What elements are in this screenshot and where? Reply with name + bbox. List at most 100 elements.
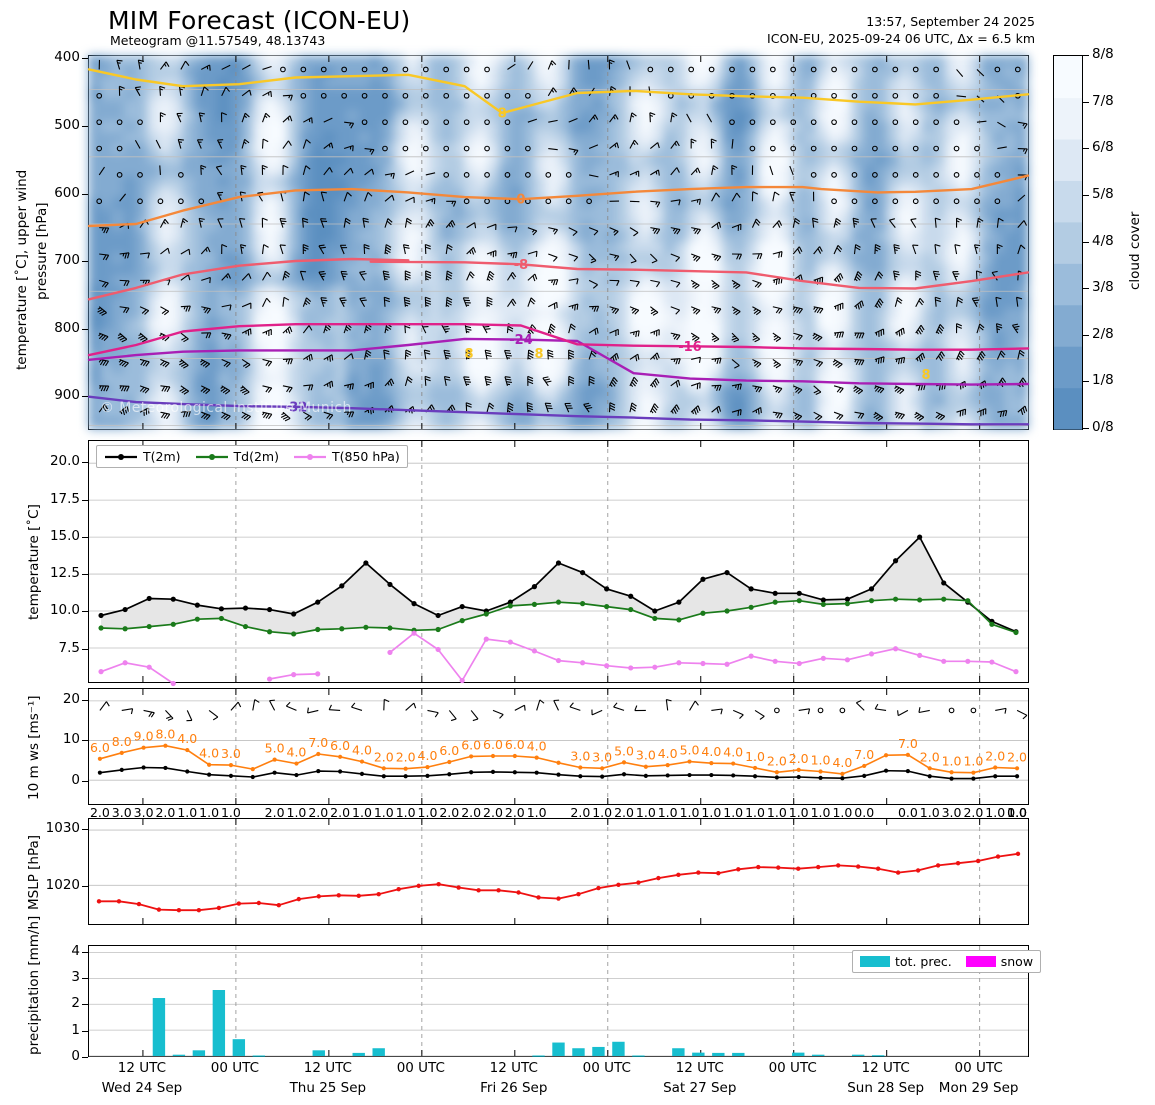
panel-cloud-upper-wind: -32 -24 -16 -8 0 8 8 8 8 xyxy=(87,55,1030,430)
colorbar-tick-label: 3/8 xyxy=(1092,279,1114,296)
legend-color-swatch xyxy=(965,956,996,967)
windspeed-value-label: 1.0 xyxy=(527,805,547,820)
windspeed-value-label: 0.0 xyxy=(898,805,918,820)
windspeed-value-label: 1.0 xyxy=(832,805,852,820)
x-tick-time: 00 UTC xyxy=(768,1060,817,1076)
y-tick-mark xyxy=(82,1004,88,1006)
precip-bar xyxy=(172,1054,186,1056)
windspeed-value-label: 1.0 xyxy=(789,805,809,820)
gust-value-label: 1.0 xyxy=(963,754,983,769)
windspeed-value-label: 2.0 xyxy=(570,805,590,820)
panel-temperature xyxy=(88,440,1029,687)
colorbar-tick-mark xyxy=(1083,334,1089,336)
x-tick-time: 12 UTC xyxy=(117,1060,167,1076)
legend-item-tot-prec[interactable]: tot. prec. xyxy=(860,954,952,969)
y-tick-mark xyxy=(82,58,88,60)
colorbar-tick-mark xyxy=(1083,194,1089,196)
gust-value-label: 3.0 xyxy=(570,749,590,764)
y-tick-mark xyxy=(82,740,88,742)
precip-bar xyxy=(572,1048,585,1056)
isotherm-label: -8 xyxy=(514,258,528,273)
gust-value-label: 3.0 xyxy=(221,746,241,761)
legend-item-t-850-hpa[interactable]: T(850 hPa) xyxy=(293,449,400,464)
svg-text:8: 8 xyxy=(921,368,930,383)
colorbar-tick-label: 6/8 xyxy=(1092,139,1114,156)
y-tick-mark xyxy=(82,1057,88,1058)
windspeed-value-label: 3.0 xyxy=(134,805,154,820)
x-tick-time: 12 UTC xyxy=(489,1060,538,1076)
x-tick-time: 12 UTC xyxy=(675,1060,724,1076)
precip-bar xyxy=(372,1048,385,1056)
windspeed-value-label: 1.0 xyxy=(658,805,678,820)
x-tick-day: Wed 24 Sep xyxy=(101,1080,183,1096)
y-tick-label: 0 xyxy=(71,771,80,788)
gust-value-label: 4.0 xyxy=(199,746,219,761)
gust-value-label: 7.0 xyxy=(308,735,328,750)
colorbar-tick-label: 2/8 xyxy=(1092,325,1114,342)
gust-value-label: 2.0 xyxy=(920,749,940,764)
y-tick-mark xyxy=(82,536,88,538)
gust-value-label: 2.0 xyxy=(767,753,787,768)
colorbar xyxy=(1053,55,1083,430)
windspeed-value-label: 1.0 xyxy=(1007,805,1027,820)
legend-label: T(2m) xyxy=(143,449,181,464)
windspeed-value-label: 0.0 xyxy=(1007,805,1027,820)
gust-value-label: 4.0 xyxy=(418,748,438,763)
gust-value-label: 8.0 xyxy=(112,734,132,749)
y-tick-label: 12.5 xyxy=(49,565,80,582)
windspeed-value-label: 0.0 xyxy=(854,805,874,820)
gust-value-label: 2.0 xyxy=(374,749,394,764)
gust-value-label: 6.0 xyxy=(439,743,459,758)
precip-bar xyxy=(672,1048,685,1056)
y-tick-mark xyxy=(82,125,88,127)
legend-line-marker xyxy=(104,451,138,463)
gust-value-label: 4.0 xyxy=(701,744,721,759)
gust-value-label: 6.0 xyxy=(90,740,110,755)
precip-bar xyxy=(192,1050,206,1056)
windspeed-value-label: 3.0 xyxy=(112,805,132,820)
legend-item-snow[interactable]: snow xyxy=(965,954,1033,969)
precipitation-legend: tot. prec. snow xyxy=(852,950,1042,973)
stamp-time: 13:57, September 24 2025 xyxy=(866,14,1035,29)
windspeed-value-label: 1.0 xyxy=(701,805,721,820)
gust-value-label: 4.0 xyxy=(177,731,197,746)
y-tick-mark xyxy=(82,328,88,330)
x-tick-day: Thu 25 Sep xyxy=(289,1080,367,1096)
windspeed-value-label: 1.0 xyxy=(374,805,394,820)
windspeed-value-label: 1.0 xyxy=(680,805,700,820)
precip-bar xyxy=(732,1052,745,1056)
x-tick-day: Mon 29 Sep xyxy=(938,1080,1019,1096)
isotherm-label: -24 xyxy=(509,333,533,348)
gust-value-label: 5.0 xyxy=(680,743,700,758)
y-tick-label: 10 xyxy=(62,731,80,748)
precip-bar xyxy=(312,1050,325,1056)
gust-value-label: 5.0 xyxy=(614,743,634,758)
y-tick-mark xyxy=(82,951,88,953)
y-tick-mark xyxy=(82,574,88,576)
gust-value-label: 3.0 xyxy=(636,748,656,763)
y-tick-label: 500 xyxy=(54,116,80,133)
isotherm-label: -32 xyxy=(284,400,308,415)
y-tick-mark xyxy=(82,885,88,887)
windspeed-value-label: 1.0 xyxy=(396,805,416,820)
precip-bar xyxy=(792,1052,805,1056)
gust-value-label: 2.0 xyxy=(1007,749,1027,764)
y-tick-mark xyxy=(82,462,88,464)
gust-value-label: 6.0 xyxy=(505,737,525,752)
precip-bar xyxy=(352,1052,365,1056)
legend-item-t-2m[interactable]: T(2m) xyxy=(104,449,181,464)
legend-item-td-2m[interactable]: Td(2m) xyxy=(195,449,279,464)
svg-text:8: 8 xyxy=(464,347,473,362)
panel-wind-speed: 6.0 8.0 9.0 8.0 4.0 4.0 3.0 5.0 4.0 7.0 6.0 4.0 2.0 2… xyxy=(88,688,1029,820)
gust-value-label: 5.0 xyxy=(265,741,285,756)
gust-value-label: 1.0 xyxy=(745,749,765,764)
x-tick-time: 12 UTC xyxy=(303,1060,352,1076)
colorbar-tick-mark xyxy=(1083,381,1089,383)
y-tick-label: 1020 xyxy=(45,876,80,893)
colorbar-tick-label: 7/8 xyxy=(1092,92,1114,109)
precip-bar xyxy=(592,1046,605,1056)
page-subtitle: Meteogram @11.57549, 48.13743 xyxy=(110,33,326,48)
windspeed-value-label: 1.0 xyxy=(221,805,241,820)
y-tick-mark xyxy=(82,829,88,831)
